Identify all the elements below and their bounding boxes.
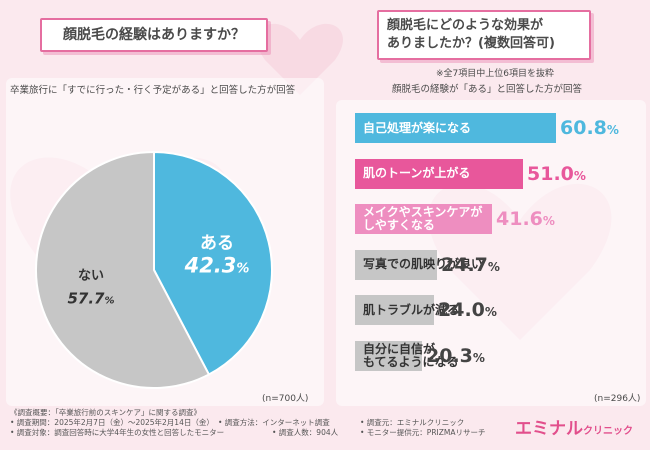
bar-value: 24.7%: [441, 253, 500, 276]
footer-survey-title: 《調査概要：「卒業旅行前のスキンケア」に関する調査》: [10, 408, 202, 417]
pie-label-no: ない: [78, 269, 104, 284]
bar-label: 自分に自信が もてるようになる: [363, 341, 459, 369]
bar: 写真での肌映りが良い: [355, 249, 483, 280]
footer-method: • 調査方法：インターネット調査: [218, 418, 330, 427]
pie-value-no: 57.7%: [67, 290, 114, 308]
brand-logo: エミナルクリニック: [515, 414, 633, 439]
brand-name: エミナル: [515, 419, 583, 439]
question1-title: 顔脱毛の経験はありますか？: [40, 18, 268, 52]
bar-label: 写真での肌映りが良い: [363, 257, 484, 271]
bar: 肌トラブルが減る: [355, 295, 459, 325]
footer-provider: • モニター提供元：PRIZMAリサーチ: [360, 428, 486, 437]
question2-note-respondents: 顔脱毛の経験が「ある」と回答した方が回答: [392, 84, 583, 95]
bar-label: 自己処理が楽になる: [363, 120, 472, 135]
footer-period: • 調査期間：2025年2月7日（金）〜2025年2月14日（金）: [10, 418, 214, 427]
bar: メイクやスキンケアが しやすくなる: [355, 204, 492, 234]
question2-sample-size: (n=296人): [594, 394, 641, 404]
bar-label: メイクやスキンケアが しやすくなる: [363, 205, 483, 232]
bar-value: 51.0%: [527, 162, 586, 185]
bar-value: 20.3%: [426, 344, 485, 367]
bar-value: 41.6%: [496, 208, 555, 230]
question2-title-line1: 顔脱毛にどのような効果が: [387, 18, 544, 33]
bar-label: 肌のトーンが上がる: [363, 166, 471, 180]
bar-value: 60.8%: [560, 117, 619, 139]
bar: 自分に自信が もてるようになる: [355, 340, 459, 371]
pie-slice-yes: [153, 150, 273, 376]
bar: 肌のトーンが上がる: [355, 158, 523, 189]
footer-target: • 調査対象：調査回答時に大学4年生の女性と回答したモニター: [10, 428, 225, 437]
brand-sub: クリニック: [583, 426, 633, 437]
question1-note: 卒業旅行に「すでに行った・行く予定がある」と回答した方が回答: [10, 85, 296, 96]
question2-note-excerpt: ※全7項目中上位6項目を抜粋: [436, 69, 554, 79]
bar-label: 肌トラブルが減る: [363, 302, 460, 317]
footer-source: • 調査元：エミナルクリニック: [360, 418, 465, 427]
question1-sample-size: (n=700人): [262, 394, 309, 404]
bar: 自己処理が楽になる: [355, 113, 556, 143]
question2-title: 顔脱毛にどのような効果が ありましたか？(複数回答可): [377, 10, 591, 60]
bar-value: 24.0%: [438, 299, 497, 321]
pie-label-yes: ある: [200, 233, 234, 253]
footer-count: • 調査人数：904人: [272, 428, 339, 437]
pie-slice-no: [35, 150, 211, 389]
question2-title-line2: ありましたか？(複数回答可): [387, 36, 555, 51]
